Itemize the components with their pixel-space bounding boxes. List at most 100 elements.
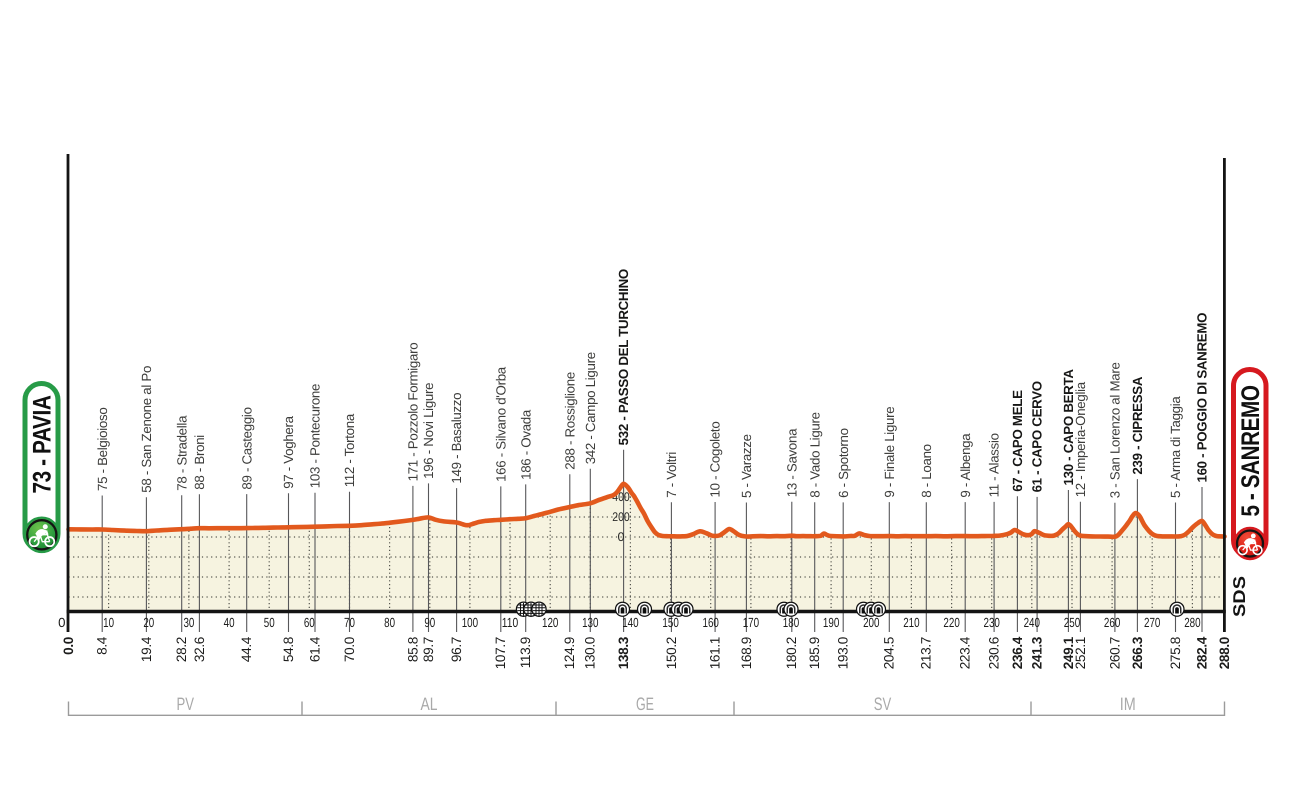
svg-text:97 - Voghera: 97 - Voghera xyxy=(281,415,296,488)
svg-text:180: 180 xyxy=(783,615,799,630)
svg-text:260.7: 260.7 xyxy=(1107,637,1122,669)
svg-text:40: 40 xyxy=(224,615,235,630)
svg-text:SV: SV xyxy=(874,694,892,714)
svg-text:171 - Pozzolo Formigaro: 171 - Pozzolo Formigaro xyxy=(406,343,421,482)
svg-text:6 - Spotorno: 6 - Spotorno xyxy=(836,428,851,498)
svg-text:20: 20 xyxy=(143,615,154,630)
svg-text:96.7: 96.7 xyxy=(449,637,464,662)
svg-text:250: 250 xyxy=(1064,615,1080,630)
svg-text:61 - CAPO CERVO: 61 - CAPO CERVO xyxy=(1030,381,1045,492)
svg-text:PV: PV xyxy=(176,694,194,714)
svg-text:185.9: 185.9 xyxy=(807,637,822,669)
svg-text:12 - Imperia-Oneglia: 12 - Imperia-Oneglia xyxy=(1073,381,1088,497)
svg-text:3 - San Lorenzo al Mare: 3 - San Lorenzo al Mare xyxy=(1108,362,1123,498)
svg-text:88 - Broni: 88 - Broni xyxy=(192,435,207,490)
svg-text:10: 10 xyxy=(103,615,114,630)
svg-text:196 - Novi Ligure: 196 - Novi Ligure xyxy=(421,383,436,479)
svg-text:266.3: 266.3 xyxy=(1130,636,1145,669)
svg-text:5 - SANREMO: 5 - SANREMO xyxy=(1237,386,1265,517)
svg-text:342 - Campo Ligure: 342 - Campo Ligure xyxy=(583,352,598,464)
svg-text:28.2: 28.2 xyxy=(174,637,189,662)
svg-text:80: 80 xyxy=(384,615,395,630)
svg-text:260: 260 xyxy=(1104,615,1120,630)
svg-text:288.0: 288.0 xyxy=(1217,637,1232,669)
svg-text:103 - Pontecurone: 103 - Pontecurone xyxy=(308,384,323,488)
svg-text:0: 0 xyxy=(617,530,624,544)
svg-text:249.1: 249.1 xyxy=(1061,636,1076,669)
svg-text:168.9: 168.9 xyxy=(739,637,754,669)
svg-text:GE: GE xyxy=(636,694,654,714)
svg-text:112 - Tortona: 112 - Tortona xyxy=(342,413,357,487)
svg-text:113.9: 113.9 xyxy=(518,637,533,668)
svg-text:282.4: 282.4 xyxy=(1194,636,1209,669)
svg-text:9 - Finale Ligure: 9 - Finale Ligure xyxy=(882,407,897,498)
svg-text:149 - Basaluzzo: 149 - Basaluzzo xyxy=(449,393,464,484)
svg-text:0: 0 xyxy=(58,615,65,630)
svg-text:186 - Ovada: 186 - Ovada xyxy=(518,409,533,480)
svg-text:10 - Cogoleto: 10 - Cogoleto xyxy=(708,422,723,498)
svg-text:0.0: 0.0 xyxy=(61,637,76,655)
svg-text:120: 120 xyxy=(542,615,558,630)
svg-text:IM: IM xyxy=(1120,694,1136,714)
svg-text:220: 220 xyxy=(943,615,959,630)
svg-text:190: 190 xyxy=(823,615,839,630)
svg-text:236.4: 236.4 xyxy=(1010,636,1025,669)
svg-text:9 - Albenga: 9 - Albenga xyxy=(958,433,973,498)
svg-text:170: 170 xyxy=(743,615,759,630)
svg-text:166 - Silvano d'Orba: 166 - Silvano d'Orba xyxy=(493,366,508,482)
svg-text:160 - POGGIO DI SANREMO: 160 - POGGIO DI SANREMO xyxy=(1195,313,1210,483)
svg-text:223.4: 223.4 xyxy=(958,636,973,669)
svg-text:78 - Stradella: 78 - Stradella xyxy=(174,415,189,491)
svg-text:241.3: 241.3 xyxy=(1030,636,1045,669)
svg-text:230.6: 230.6 xyxy=(987,637,1002,669)
svg-text:90: 90 xyxy=(424,615,435,630)
svg-text:54.8: 54.8 xyxy=(281,637,296,662)
svg-text:239 - CIPRESSA: 239 - CIPRESSA xyxy=(1130,376,1145,474)
svg-text:138.3: 138.3 xyxy=(616,636,631,669)
svg-text:280: 280 xyxy=(1184,615,1200,630)
svg-text:140: 140 xyxy=(622,615,638,630)
svg-text:288 - Rossiglione: 288 - Rossiglione xyxy=(562,372,577,470)
svg-text:193.0: 193.0 xyxy=(836,636,851,669)
svg-text:44.4: 44.4 xyxy=(239,636,254,662)
svg-text:130.0: 130.0 xyxy=(583,636,598,669)
svg-text:32.6: 32.6 xyxy=(192,637,207,662)
svg-text:11 - Alassio: 11 - Alassio xyxy=(987,433,1002,497)
svg-text:200: 200 xyxy=(612,510,630,524)
svg-text:50: 50 xyxy=(264,615,275,630)
svg-text:89.7: 89.7 xyxy=(421,637,436,662)
svg-text:61.4: 61.4 xyxy=(307,636,322,662)
svg-text:AL: AL xyxy=(421,694,438,714)
svg-text:150: 150 xyxy=(662,615,678,630)
svg-text:7 - Voltri: 7 - Voltri xyxy=(664,452,679,498)
svg-text:230: 230 xyxy=(984,615,1000,630)
svg-text:110: 110 xyxy=(502,615,518,630)
svg-text:13 - Savona: 13 - Savona xyxy=(784,428,799,497)
svg-text:161.1: 161.1 xyxy=(708,637,723,669)
svg-text:19.4: 19.4 xyxy=(139,636,154,662)
svg-text:124.9: 124.9 xyxy=(562,637,577,669)
svg-text:180.2: 180.2 xyxy=(784,637,799,669)
svg-text:30: 30 xyxy=(183,615,194,630)
svg-text:275.8: 275.8 xyxy=(1168,637,1183,669)
svg-text:73 - PAVIA: 73 - PAVIA xyxy=(29,395,57,493)
svg-text:67 - CAPO MELE: 67 - CAPO MELE xyxy=(1010,390,1025,492)
svg-text:532 - PASSO DEL TURCHINO: 532 - PASSO DEL TURCHINO xyxy=(616,269,631,445)
svg-text:75 - Belgioioso: 75 - Belgioioso xyxy=(95,408,110,491)
svg-text:5 - Arma di Taggia: 5 - Arma di Taggia xyxy=(1168,396,1183,498)
svg-text:5 - Varazze: 5 - Varazze xyxy=(739,434,754,498)
svg-text:100: 100 xyxy=(462,615,478,630)
svg-text:200: 200 xyxy=(863,615,879,630)
svg-text:58 - San Zenone al Po: 58 - San Zenone al Po xyxy=(139,366,154,493)
svg-text:130: 130 xyxy=(582,615,598,630)
svg-text:130 - CAPO BERTA: 130 - CAPO BERTA xyxy=(1061,369,1076,486)
svg-text:252.1: 252.1 xyxy=(1073,637,1088,669)
svg-text:204.5: 204.5 xyxy=(882,637,897,669)
svg-text:SDS: SDS xyxy=(1230,576,1249,617)
svg-text:8.4: 8.4 xyxy=(95,636,110,655)
svg-text:70.0: 70.0 xyxy=(342,636,357,662)
svg-text:160: 160 xyxy=(703,615,719,630)
svg-text:85.8: 85.8 xyxy=(405,637,420,662)
svg-text:8 - Vado Ligure: 8 - Vado Ligure xyxy=(807,412,822,497)
svg-text:107.7: 107.7 xyxy=(493,637,508,669)
